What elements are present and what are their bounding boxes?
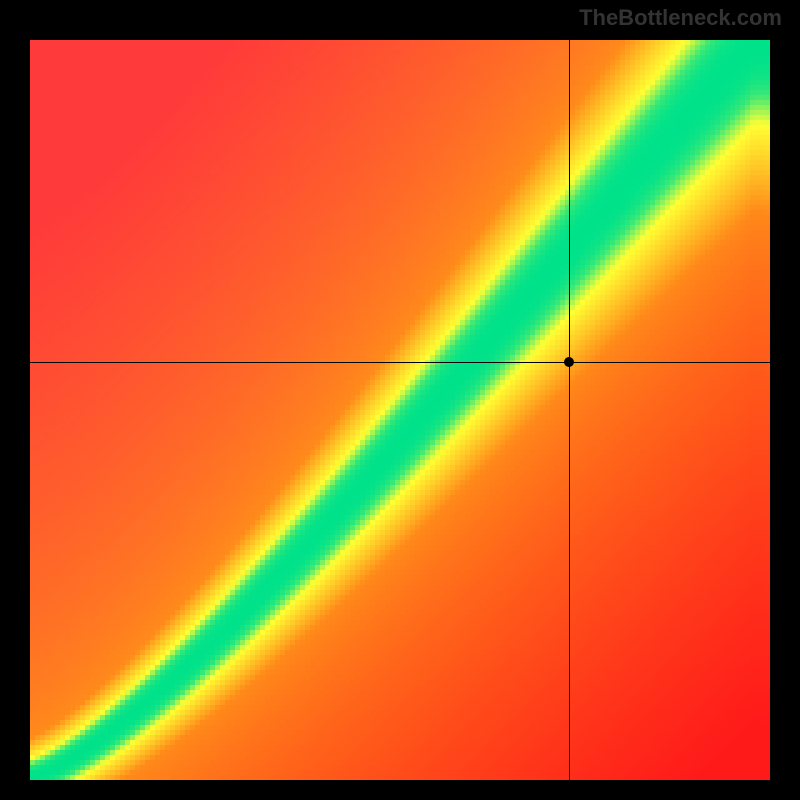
bottleneck-heatmap [30,40,770,780]
crosshair-marker [564,357,574,367]
watermark-text: TheBottleneck.com [579,5,782,31]
crosshair-vertical [569,40,570,780]
crosshair-horizontal [30,362,770,363]
chart-container: TheBottleneck.com [0,0,800,800]
